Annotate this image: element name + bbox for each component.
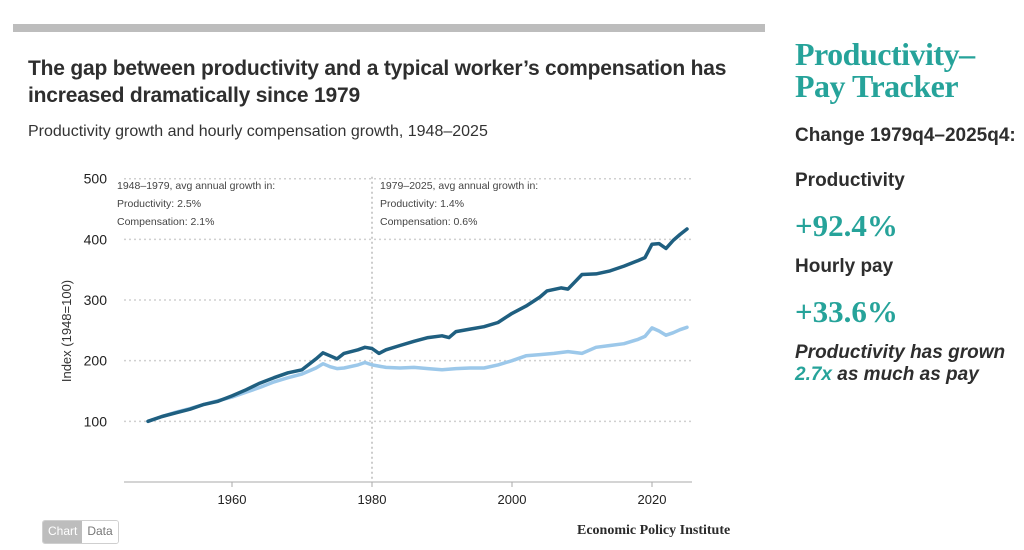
annotation-line: Productivity: 2.5% [117, 198, 201, 210]
data-tab[interactable]: Data [82, 521, 118, 543]
tracker-sidebar: Productivity– Pay Tracker Change 1979q4–… [795, 38, 1020, 386]
change-period-label: Change 1979q4–2025q4: [795, 125, 1016, 146]
tracker-title-line2: Pay Tracker [795, 68, 959, 104]
annotation-1979-2025: 1979–2025, avg annual growth in: Producti… [380, 180, 538, 228]
annotation-1948-1979: 1948–1979, avg annual growth in: Producti… [117, 180, 275, 228]
chart-data-toggle: Chart Data [42, 520, 119, 544]
tracker-title: Productivity– Pay Tracker [795, 38, 1020, 102]
y-tick-label: 500 [84, 171, 108, 187]
productivity-line [146, 227, 689, 424]
annotation-line: Productivity: 1.4% [380, 198, 464, 210]
annotation-line: 1948–1979, avg annual growth in: [117, 180, 275, 192]
x-tick-label: 2000 [498, 492, 527, 507]
hourly-pay-change-value: +33.6% [795, 294, 898, 329]
note-text-before: Productivity has grown [795, 342, 1006, 363]
x-tick-label: 1960 [218, 492, 247, 507]
chart-subtitle: Productivity growth and hourly compensat… [28, 123, 488, 140]
annotation-line: Compensation: 2.1% [117, 216, 214, 228]
top-divider-bar [13, 24, 765, 32]
x-axis-ticks: 1960 1980 2000 2020 [218, 482, 667, 507]
y-axis-ticks: 100 200 300 400 500 [84, 171, 108, 430]
y-tick-label: 200 [84, 353, 108, 369]
annotation-line: Compensation: 0.6% [380, 216, 477, 228]
x-tick-label: 2020 [638, 492, 667, 507]
growth-ratio-note: Productivity has grown 2.7x as much as p… [795, 342, 1020, 386]
y-tick-label: 300 [84, 292, 108, 308]
y-axis-label: Index (1948=100) [59, 280, 74, 382]
productivity-label: Productivity [795, 170, 905, 191]
source-credit: Economic Policy Institute [577, 523, 731, 538]
x-tick-label: 1980 [358, 492, 387, 507]
series-lines [146, 227, 689, 424]
productivity-change-value: +92.4% [795, 208, 898, 243]
chart-tab[interactable]: Chart [43, 521, 83, 543]
chart-title: The gap between productivity and a typic… [28, 57, 727, 107]
hourly-pay-label: Hourly pay [795, 256, 894, 277]
y-tick-label: 400 [84, 231, 108, 247]
y-tick-label: 100 [84, 413, 108, 429]
compensation-line [146, 325, 689, 424]
tracker-title-line1: Productivity– [795, 36, 975, 72]
line-chart: 100 200 300 400 500 Index (1948=100) 1948–19… [59, 171, 692, 507]
growth-ratio-highlight: 2.7x [795, 364, 832, 385]
note-text-after: as much as pay [831, 364, 979, 385]
annotation-line: 1979–2025, avg annual growth in: [380, 180, 538, 192]
